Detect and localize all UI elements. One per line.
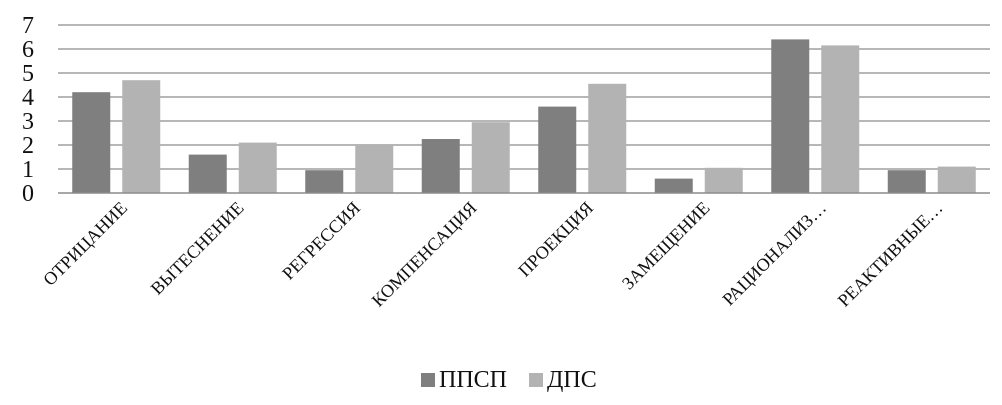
bar-1-1 bbox=[72, 92, 111, 193]
category-label: РАЦИОНАЛИЗ… bbox=[718, 198, 830, 310]
category-label: ЗАМЕЩЕНИЕ bbox=[618, 198, 714, 294]
bar-2-6 bbox=[704, 167, 743, 193]
category-label: РЕГРЕССИЯ bbox=[278, 198, 364, 284]
legend-swatch-2 bbox=[529, 373, 544, 387]
y-tick-label: 2 bbox=[22, 133, 34, 159]
y-tick-label: 3 bbox=[22, 109, 34, 135]
x-axis-category-labels: ОТРИЦАНИЕ ВЫТЕСНЕНИЕ РЕГРЕССИЯ КОМПЕНСАЦИЯ П… bbox=[39, 198, 946, 311]
bar-2-7 bbox=[821, 45, 860, 194]
bar-1-4 bbox=[421, 139, 460, 193]
bar-2-5 bbox=[588, 83, 627, 193]
bar-2-4 bbox=[471, 122, 510, 193]
legend-swatch-1 bbox=[421, 373, 435, 387]
y-tick-label: 1 bbox=[22, 157, 34, 183]
legend: ППСП ДПС bbox=[421, 367, 597, 393]
y-tick-label: 4 bbox=[22, 85, 34, 111]
y-tick-label: 6 bbox=[22, 37, 34, 63]
category-label: РЕАКТИВНЫЕ… bbox=[834, 198, 947, 311]
bar-2-2 bbox=[238, 142, 277, 193]
category-label: ВЫТЕСНЕНИЕ bbox=[147, 198, 248, 299]
y-tick-label: 5 bbox=[22, 61, 34, 87]
legend-label-1: ППСП bbox=[439, 367, 507, 393]
bar-2-8 bbox=[937, 166, 976, 193]
y-tick-label: 0 bbox=[22, 181, 34, 207]
bar-1-7 bbox=[771, 39, 810, 194]
bar-2-1 bbox=[122, 80, 161, 193]
category-label: ПРОЕКЦИЯ bbox=[514, 198, 597, 281]
category-label: КОМПЕНСАЦИЯ bbox=[368, 198, 481, 311]
bar-1-3 bbox=[305, 170, 344, 193]
bar-1-5 bbox=[538, 106, 577, 193]
bar-1-2 bbox=[188, 154, 227, 193]
bar-1-8 bbox=[887, 170, 926, 193]
gridlines bbox=[58, 24, 990, 170]
bar-1-6 bbox=[654, 178, 693, 193]
bar-2-3 bbox=[355, 145, 394, 193]
category-label: ОТРИЦАНИЕ bbox=[39, 198, 131, 290]
legend-label-2: ДПС bbox=[547, 367, 597, 393]
y-tick-label: 7 bbox=[22, 13, 34, 39]
bars bbox=[72, 39, 976, 194]
